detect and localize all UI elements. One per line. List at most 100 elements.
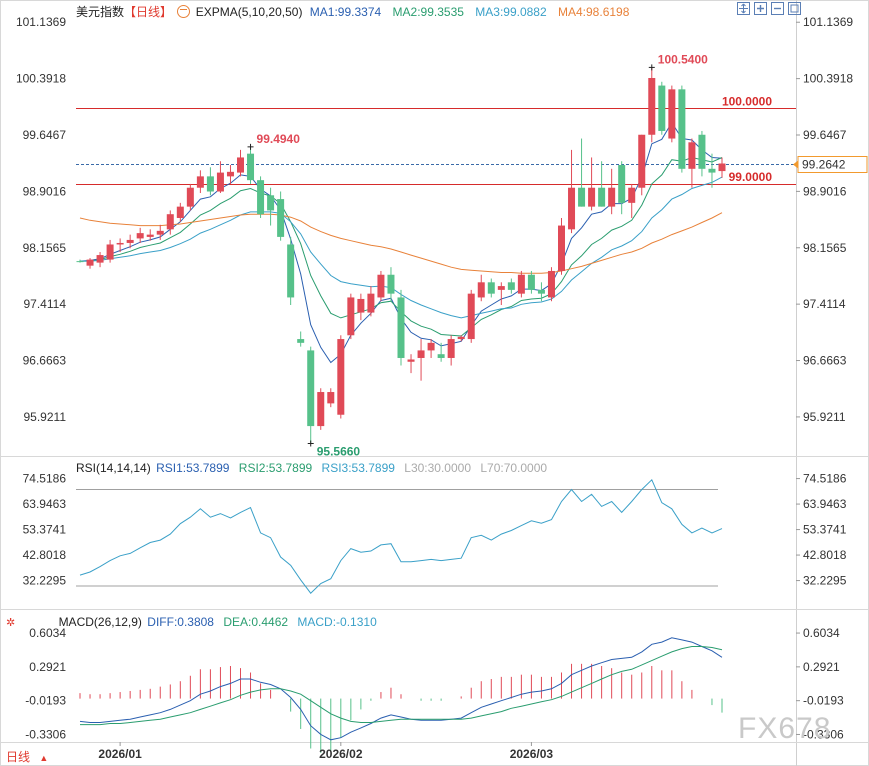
main-header: 美元指数【日线】 EXPMA(5,10,20,50) MA1:99.3374 M…	[76, 3, 629, 19]
candle-body	[517, 274, 525, 294]
candle-body	[698, 134, 706, 169]
candle-body	[116, 242, 124, 245]
ma-line-ma4	[79, 212, 723, 274]
macd-axis-label: -0.3306	[803, 727, 844, 741]
macd-axis-label: -0.0193	[803, 694, 844, 708]
candle-body	[658, 85, 666, 131]
candle-body	[688, 142, 696, 169]
rsi-axis-label: 53.3741	[803, 523, 847, 537]
macd-axis-label-left: 0.2921	[29, 660, 66, 674]
candle-body	[628, 187, 636, 203]
candle-body	[397, 297, 405, 358]
candle-body	[317, 392, 325, 427]
candle-body	[558, 225, 565, 271]
ma4-value: MA4:98.6198	[558, 5, 630, 19]
candle-body	[176, 206, 184, 218]
candle-body	[86, 259, 94, 266]
macd-axis-label: 0.2921	[803, 660, 840, 674]
candle-body	[527, 274, 535, 290]
indicator-name[interactable]: EXPMA(5,10,20,50)	[195, 5, 303, 19]
price-axis-label: 100.3918	[803, 72, 853, 86]
candle-body	[457, 336, 465, 340]
rsi-header: RSI(14,14,14) RSI1:53.7899 RSI2:53.7899 …	[76, 461, 547, 475]
macd-value: MACD:-0.1310	[297, 615, 377, 629]
candle-body	[487, 282, 495, 294]
candle-body	[337, 339, 345, 415]
macd-name[interactable]: MACD(26,12,9)	[58, 615, 142, 629]
rsi-axis-label: 74.5186	[803, 472, 847, 486]
rsi3-value: RSI3:53.7899	[321, 461, 395, 475]
candle-body	[447, 339, 455, 358]
price-axis-label-left: 96.6663	[23, 354, 67, 368]
candle-body	[598, 187, 606, 207]
candle-body	[568, 187, 576, 230]
candle-body	[156, 230, 164, 235]
price-axis-label: 96.6663	[803, 354, 847, 368]
macd-axis-label-left: -0.3306	[25, 727, 66, 741]
ma1-value: MA1:99.3374	[309, 5, 382, 19]
price-axis-label-left: 97.4114	[24, 297, 67, 311]
candle-body	[497, 286, 505, 290]
candle-body	[678, 89, 686, 169]
price-axis-label: 98.9016	[803, 184, 847, 198]
settings-icon[interactable]: ✲	[6, 617, 16, 629]
macd-axis-label-left: 0.6034	[29, 626, 66, 640]
candle-body	[477, 282, 485, 298]
candle-body	[648, 77, 656, 135]
ma3-value: MA3:99.0882	[475, 5, 547, 19]
candle-body	[417, 350, 425, 358]
candle-body	[257, 180, 265, 215]
caret-up-icon: ▲	[39, 753, 49, 763]
candle-body	[96, 255, 104, 263]
rsi-axis-label-left: 32.2295	[23, 574, 67, 588]
zoom-in-icon[interactable]	[754, 2, 767, 15]
candle-body	[638, 134, 646, 188]
candle-body	[347, 297, 355, 336]
refresh-icon[interactable]	[177, 5, 191, 18]
candle-body	[427, 342, 435, 351]
period-tag[interactable]: 【日线】	[124, 5, 173, 19]
macd-axis-label: 0.6034	[803, 626, 840, 640]
price-axis-label-left: 100.3918	[16, 72, 66, 86]
rsi1-value: RSI1:53.7899	[156, 461, 230, 475]
price-axis-label-left: 98.9016	[23, 184, 67, 198]
candle-body	[437, 354, 445, 358]
candle-body	[668, 89, 676, 139]
date-axis-label: 2026/01	[98, 747, 142, 761]
period-select-button[interactable]: 日线 ▲	[6, 748, 48, 765]
price-axis-label-left: 101.1369	[16, 15, 66, 29]
candle-body	[537, 289, 545, 294]
hline-99-label: 99.0000	[729, 170, 773, 184]
candle-body	[267, 195, 275, 211]
candle-body	[367, 293, 375, 313]
candle-body	[708, 168, 716, 173]
macd-diff-line	[79, 637, 723, 741]
candle-body	[588, 187, 596, 207]
rsi-axis-label: 42.8018	[803, 548, 847, 562]
zoom-out-icon[interactable]	[771, 2, 784, 15]
date-axis-label: 2026/02	[319, 747, 363, 761]
rsi-axis-label: 63.9463	[803, 497, 847, 511]
rsi-line	[79, 478, 723, 594]
candle-body	[377, 274, 385, 298]
extreme-label: 95.5660	[317, 444, 361, 458]
candle-body	[507, 282, 515, 290]
rsi-axis-label-left: 42.8018	[23, 548, 67, 562]
ma2-value: MA2:99.3535	[392, 5, 464, 19]
rsi-axis-label-left: 53.3741	[23, 523, 67, 537]
price-axis-label: 97.4114	[803, 297, 846, 311]
move-icon[interactable]	[737, 2, 750, 15]
candle-body	[287, 244, 295, 298]
candle-body	[186, 187, 194, 207]
price-axis-label-left: 99.6467	[23, 128, 67, 142]
candle-body	[277, 199, 285, 237]
rsi-name[interactable]: RSI(14,14,14)	[76, 461, 151, 475]
candle-body	[307, 350, 315, 427]
candle-body	[357, 298, 365, 313]
candle-body	[136, 233, 144, 239]
candle-body	[166, 214, 174, 230]
fullscreen-icon[interactable]	[788, 2, 801, 15]
candle-body	[106, 244, 114, 260]
